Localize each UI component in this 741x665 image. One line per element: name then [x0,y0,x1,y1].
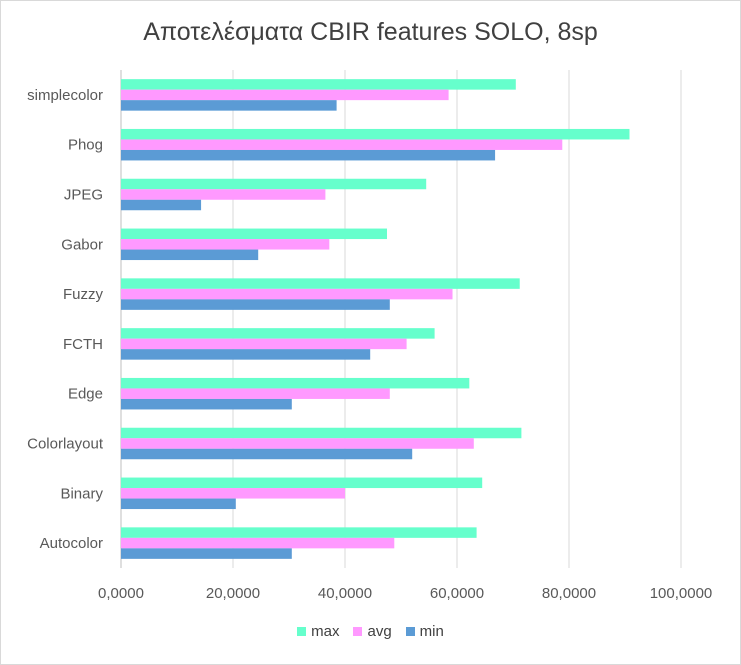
bar-min [121,448,413,460]
bar-max [121,128,630,140]
y-category-label: simplecolor [27,87,103,104]
legend-label: min [419,623,444,640]
bar-max [121,79,516,90]
legend-item-min: min [405,623,444,640]
bar-max [121,278,520,289]
bar-avg [121,89,449,101]
bar-min [121,199,202,211]
y-category-label: Phog [68,137,103,154]
chart-legend: max avg min [0,623,741,640]
legend-swatch [297,627,307,636]
y-category-label: FCTH [63,336,103,353]
y-category-label: Colorlayout [27,436,104,453]
bar-max [121,328,435,339]
legend-swatch [353,627,363,636]
bar-min [121,398,292,410]
bar-avg [121,139,563,150]
bar-avg [121,438,474,449]
y-category-label: Edge [68,386,103,403]
x-tick-label: 80,0000 [542,585,596,602]
bar-max [121,178,427,190]
x-tick-label: 60,0000 [430,585,484,602]
x-tick-label: 0,0000 [98,585,144,602]
bar-min [121,149,496,161]
bar-avg [121,488,345,499]
x-tick-label: 100,0000 [650,585,713,602]
bar-min [121,498,236,510]
legend-item-max: max [297,623,339,640]
bar-max [121,377,470,389]
y-category-label: JPEG [64,187,103,204]
y-category-label: Gabor [61,236,103,253]
bar-min [121,100,337,111]
bar-avg [121,288,453,300]
legend-item-avg: avg [353,623,392,640]
x-tick-label: 20,0000 [206,585,260,602]
bar-min [121,349,371,360]
bar-avg [121,388,390,399]
bar-max [121,527,477,538]
bar-min [121,249,259,261]
bar-max [121,477,483,489]
legend-label: avg [367,623,392,640]
y-category-label: Fuzzy [63,286,104,303]
bar-avg [121,338,407,350]
chart-title: Αποτελέσματα CBIR features SOLO, 8sp [143,18,598,46]
x-tick-label: 40,0000 [318,585,372,602]
legend-swatch [405,627,415,636]
bar-max [121,228,387,240]
bar-min [121,548,292,559]
bar-min [121,299,390,310]
y-category-label: Binary [60,485,103,502]
y-category-label: Autocolor [40,535,103,552]
legend-label: max [311,623,340,640]
bar-avg [121,239,330,250]
bar-max [121,427,522,439]
bar-avg [121,189,326,200]
bar-avg [121,537,395,549]
